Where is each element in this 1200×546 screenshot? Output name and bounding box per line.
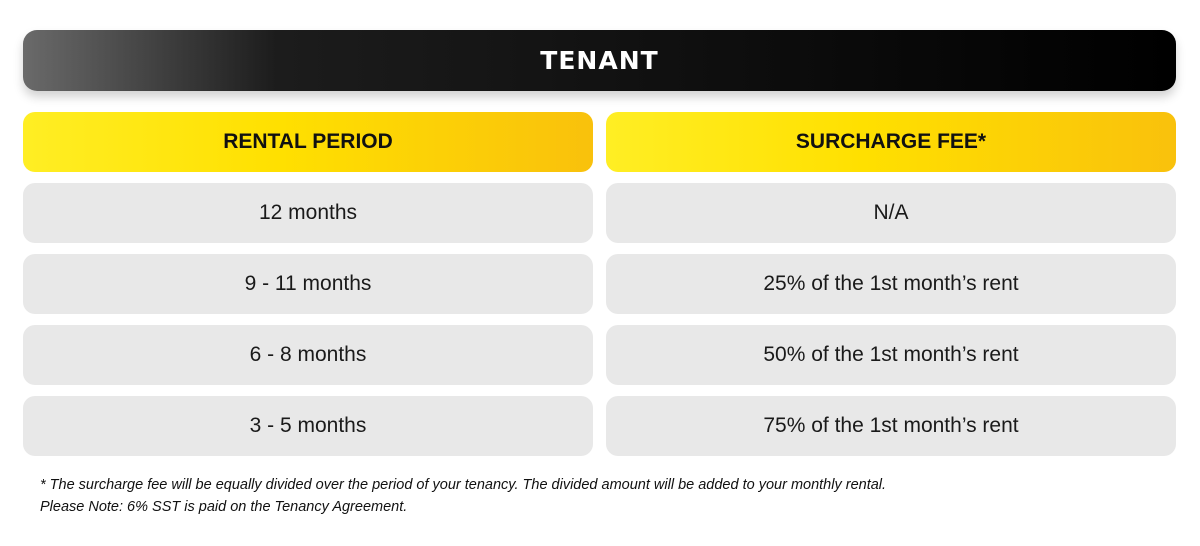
banner-title: TENANT (540, 46, 659, 75)
sst-note: Please Note: 6% SST is paid on the Tenan… (40, 499, 408, 515)
rental-period-cell: 6 - 8 months (23, 325, 593, 385)
tenant-banner: TENANT (23, 30, 1176, 91)
header-rental-period: RENTAL PERIOD (23, 112, 593, 172)
header-surcharge-fee: SURCHARGE FEE* (606, 112, 1176, 172)
rental-period-cell: 12 months (23, 183, 593, 243)
surcharge-fee-cell: 75% of the 1st month’s rent (606, 396, 1176, 456)
rental-period-cell: 3 - 5 months (23, 396, 593, 456)
surcharge-fee-cell: N/A (606, 183, 1176, 243)
footnotes: * The surcharge fee will be equally divi… (40, 474, 886, 518)
surcharge-fee-cell: 25% of the 1st month’s rent (606, 254, 1176, 314)
surcharge-table: RENTAL PERIOD SURCHARGE FEE* 12 months N… (23, 112, 1176, 456)
surcharge-footnote: * The surcharge fee will be equally divi… (40, 477, 887, 493)
surcharge-fee-cell: 50% of the 1st month’s rent (606, 325, 1176, 385)
rental-period-cell: 9 - 11 months (23, 254, 593, 314)
